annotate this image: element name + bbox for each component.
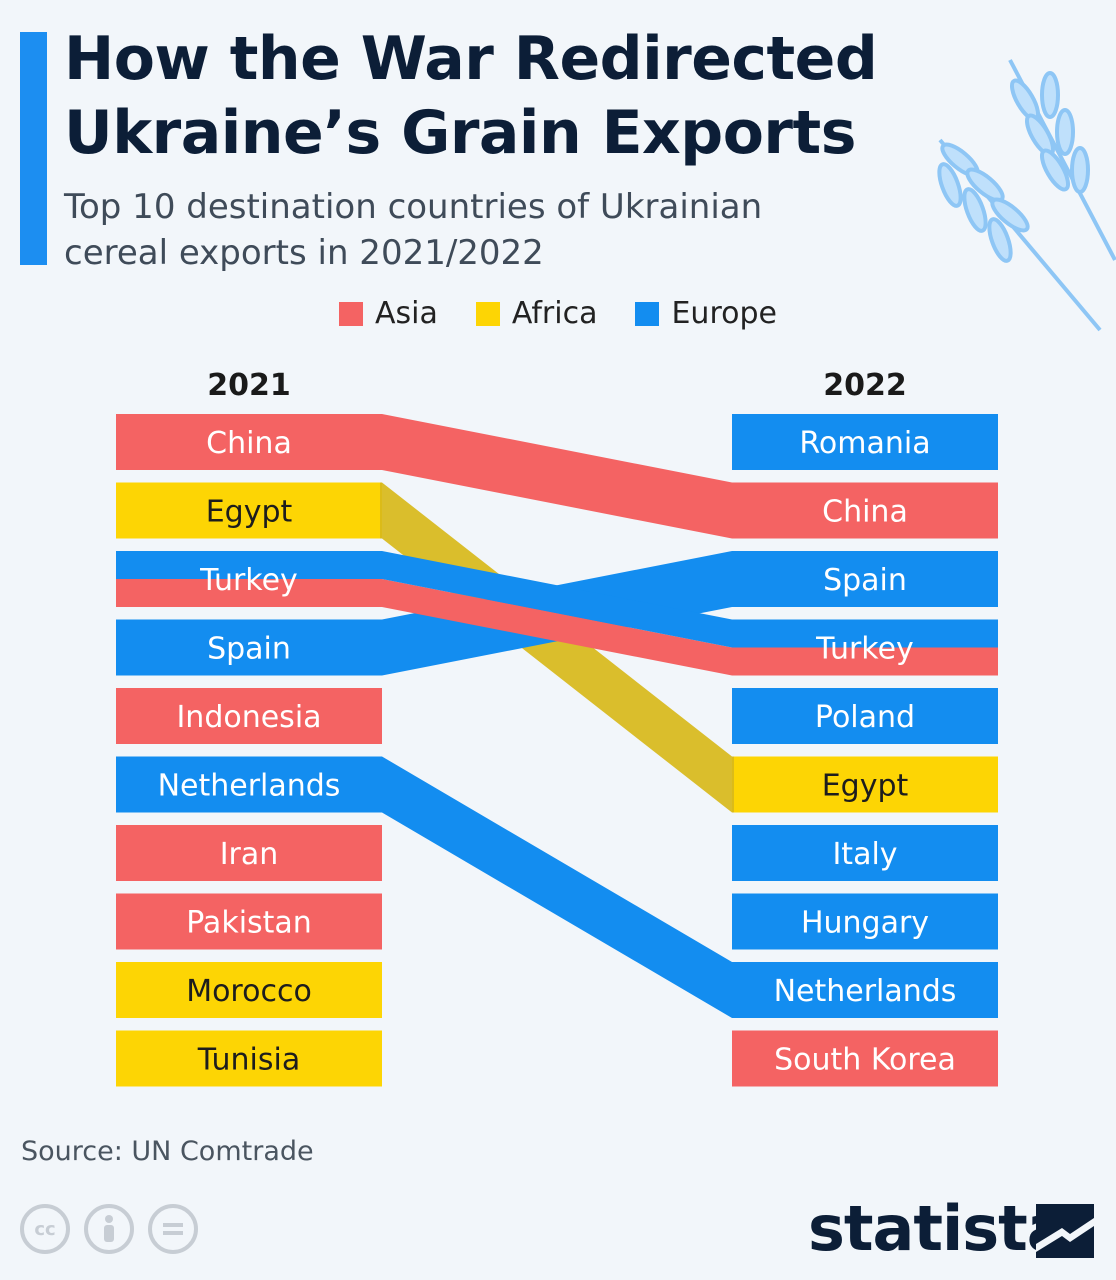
rank-2022-box-netherlands	[732, 962, 998, 1018]
rank-2022-box-italy	[732, 825, 998, 881]
legend-swatch-asia	[339, 301, 364, 326]
rank-2022-box-romania	[732, 414, 998, 470]
brand-name: statista	[808, 1192, 1069, 1265]
rank-2021-box-egypt	[116, 482, 382, 539]
cc-icon: cc	[20, 1204, 70, 1254]
legend-swatch-africa	[475, 301, 500, 326]
rank-2022-box-egypt	[732, 756, 998, 813]
legend: Asia Africa Europe	[0, 296, 1116, 331]
rank-2022-box-spain	[732, 551, 998, 607]
flow-band-egypt	[380, 482, 734, 813]
legend-item-africa: Africa	[475, 296, 598, 331]
rank-2021-label-morocco: Morocco	[186, 974, 312, 1009]
rank-2021-label-netherlands: Netherlands	[158, 769, 341, 804]
rank-2021-box-netherlands	[116, 756, 382, 813]
rank-2021-label-turkey: Turkey	[199, 563, 298, 598]
rank-2021-label-iran: Iran	[220, 837, 279, 872]
rank-2021-label-china: China	[206, 426, 292, 461]
rank-2022-label-romania: Romania	[799, 426, 930, 461]
no-derivatives-icon	[148, 1204, 198, 1254]
attribution-icon	[84, 1204, 134, 1254]
rank-2022-label-hungary: Hungary	[801, 906, 929, 941]
legend-label-africa: Africa	[511, 296, 598, 331]
rank-2022-label-poland: Poland	[815, 700, 915, 735]
legend-item-europe: Europe	[635, 296, 777, 331]
legend-swatch-europe	[635, 301, 660, 326]
rank-2021-box-morocco	[116, 962, 382, 1018]
license-icons: cc	[20, 1204, 198, 1254]
rank-2021-box-pakistan	[116, 893, 382, 950]
rank-2022-label-egypt: Egypt	[822, 769, 909, 804]
rank-2022-box-china	[732, 482, 998, 539]
rank-2021-box-indonesia	[116, 688, 382, 744]
year-label-2021: 2021	[207, 368, 291, 403]
rank-2021-box-tunisia	[116, 1030, 382, 1087]
rank-2021-label-tunisia: Tunisia	[197, 1043, 300, 1078]
legend-label-europe: Europe	[671, 296, 777, 331]
source-note: Source: UN Comtrade	[21, 1136, 314, 1167]
rank-2022-label-italy: Italy	[832, 837, 897, 872]
rank-2022-label-netherlands: Netherlands	[774, 974, 957, 1009]
rank-2022-label-south-korea: South Korea	[774, 1043, 956, 1078]
rank-2022-label-china: China	[822, 495, 908, 530]
legend-item-asia: Asia	[339, 296, 438, 331]
rank-2021-box-iran	[116, 825, 382, 881]
legend-label-asia: Asia	[375, 296, 438, 331]
flow-band-china	[380, 414, 734, 539]
page-subtitle: Top 10 destination countries of Ukrainia…	[64, 187, 763, 273]
flow-band-turkey-europe-strip	[116, 551, 998, 648]
rank-2021-label-pakistan: Pakistan	[186, 906, 312, 941]
wheat-icon	[937, 59, 1116, 332]
flow-band-netherlands	[380, 756, 734, 1018]
accent-bar	[20, 32, 47, 265]
page-title: How the War Redirected Ukraine’s Grain E…	[64, 24, 878, 168]
flow-band-turkey	[116, 579, 998, 676]
rank-2021-label-spain: Spain	[207, 632, 291, 667]
year-label-2022: 2022	[823, 368, 907, 403]
rank-2022-box-hungary	[732, 893, 998, 950]
rank-2022-box-south-korea	[732, 1030, 998, 1087]
rank-2021-box-china	[116, 414, 382, 470]
rank-2022-box-poland	[732, 688, 998, 744]
rank-2021-label-egypt: Egypt	[206, 495, 293, 530]
rank-2021-label-indonesia: Indonesia	[176, 700, 321, 735]
rank-2021-box-spain	[116, 619, 382, 676]
rank-2022-label-turkey: Turkey	[815, 632, 914, 667]
rank-2022-label-spain: Spain	[823, 563, 907, 598]
statista-logo-icon	[1036, 1204, 1094, 1258]
